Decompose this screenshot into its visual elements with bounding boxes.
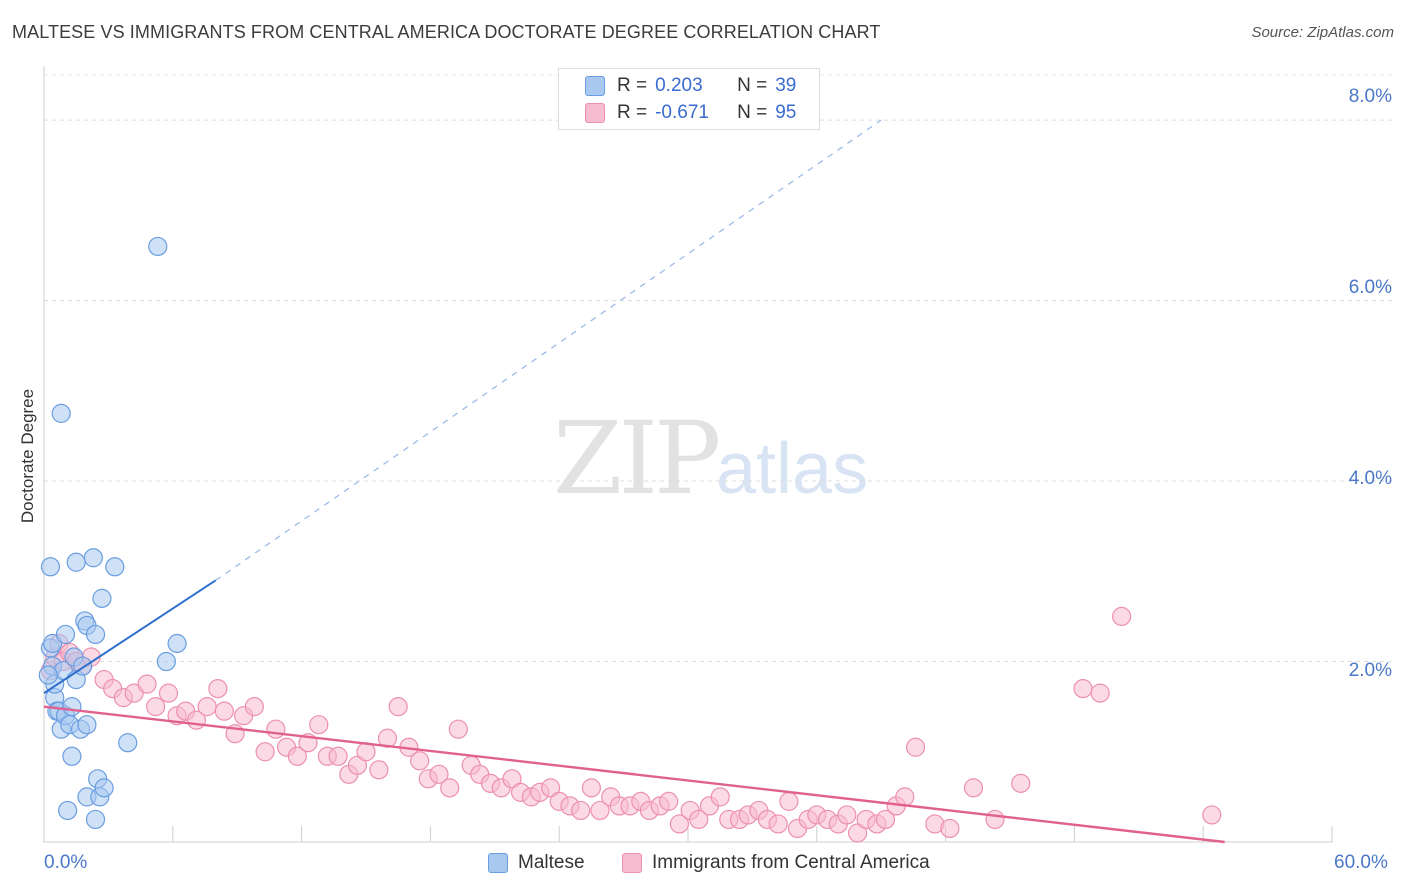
central-america-point bbox=[1090, 683, 1110, 703]
x-tick-label-max: 60.0% bbox=[1334, 852, 1388, 873]
central-america-point bbox=[571, 800, 591, 821]
central-america-point bbox=[689, 809, 709, 830]
watermark-zip: ZIP bbox=[553, 400, 721, 517]
central-america-point bbox=[541, 778, 561, 798]
central-america-point bbox=[146, 697, 166, 717]
central-america-point bbox=[287, 746, 307, 766]
x-tick-label-min: 0.0% bbox=[44, 852, 88, 873]
y-tick-label-8: 8.0% bbox=[1348, 86, 1392, 107]
maltese-trend-line bbox=[43, 579, 217, 694]
central-america-point bbox=[985, 809, 1005, 830]
y-tick-label-4: 4.0% bbox=[1348, 468, 1392, 489]
maltese-point bbox=[83, 548, 103, 568]
central-america-point bbox=[137, 674, 157, 694]
central-america-point bbox=[369, 760, 389, 780]
central-america-point bbox=[963, 778, 984, 798]
maltese-point bbox=[156, 651, 176, 672]
central-america-point bbox=[244, 697, 264, 717]
central-america-point bbox=[214, 701, 234, 721]
central-america-point bbox=[940, 818, 960, 839]
y-tick-label-6: 6.0% bbox=[1348, 277, 1392, 298]
maltese-point bbox=[62, 697, 82, 717]
y-tick-label-2: 2.0% bbox=[1348, 660, 1392, 681]
central-america-point bbox=[388, 697, 408, 717]
central-america-point bbox=[875, 809, 896, 830]
central-america-point bbox=[328, 746, 348, 766]
source-label: Source: ZipAtlas.com bbox=[1251, 24, 1394, 41]
bottom-legend-swatch-central-america bbox=[622, 853, 642, 873]
bottom-legend-central-america: Immigrants from Central America bbox=[622, 852, 930, 874]
legend-r-value-central-america: -0.671 bbox=[655, 102, 709, 123]
central-america-point bbox=[1073, 678, 1093, 699]
central-america-point bbox=[502, 769, 522, 789]
bottom-legend-maltese: Maltese bbox=[488, 852, 585, 874]
legend-n-label: N = bbox=[737, 102, 768, 123]
central-america-trend-line bbox=[43, 705, 1225, 844]
central-america-point bbox=[1202, 805, 1222, 825]
central-america-point bbox=[669, 814, 690, 834]
correlation-legend: R = 0.203 N = 39 R = -0.671 N = 95 bbox=[558, 68, 820, 130]
legend-n-label: N = bbox=[737, 75, 768, 96]
maltese-point bbox=[66, 552, 86, 572]
legend-n-value-central-america: 95 bbox=[775, 102, 797, 123]
central-america-point bbox=[1011, 773, 1031, 793]
legend-r-value-maltese: 0.203 bbox=[655, 75, 703, 96]
maltese-point bbox=[55, 624, 76, 645]
central-america-point bbox=[208, 678, 228, 699]
chart-title: MALTESE VS IMMIGRANTS FROM CENTRAL AMERI… bbox=[12, 22, 881, 42]
legend-row-central-america: R = -0.671 N = 95 bbox=[585, 101, 796, 125]
bottom-legend-swatch-maltese bbox=[488, 853, 508, 873]
maltese-point bbox=[85, 809, 106, 830]
central-america-point bbox=[847, 823, 868, 843]
central-america-point bbox=[347, 755, 368, 775]
central-america-point bbox=[255, 742, 275, 762]
maltese-trend-extension bbox=[215, 119, 882, 581]
legend-row-maltese: R = 0.203 N = 39 bbox=[585, 74, 796, 98]
central-america-point bbox=[710, 787, 730, 807]
maltese-point bbox=[105, 557, 125, 577]
central-america-point bbox=[410, 751, 430, 771]
central-america-point bbox=[440, 778, 460, 798]
maltese-point bbox=[94, 778, 114, 798]
central-america-point bbox=[659, 791, 679, 811]
legend-swatch-central-america bbox=[585, 103, 605, 123]
central-america-point bbox=[837, 805, 857, 825]
maltese-point bbox=[62, 746, 82, 766]
central-america-point bbox=[1112, 606, 1132, 627]
central-america-point bbox=[266, 719, 286, 739]
central-america-point bbox=[158, 683, 179, 703]
central-america-point bbox=[590, 800, 610, 821]
bottom-legend-label-maltese: Maltese bbox=[518, 852, 585, 873]
maltese-point bbox=[167, 633, 187, 654]
central-america-point bbox=[779, 791, 799, 811]
y-axis-label: Doctorate Degree bbox=[18, 388, 37, 524]
maltese-point bbox=[58, 800, 78, 821]
central-america-point bbox=[448, 719, 468, 739]
legend-r-label: R = bbox=[617, 75, 648, 96]
maltese-point bbox=[148, 236, 168, 257]
maltese-point bbox=[92, 588, 112, 608]
maltese-point bbox=[118, 733, 138, 753]
legend-swatch-maltese bbox=[585, 76, 605, 96]
legend-r-label: R = bbox=[617, 102, 648, 123]
central-america-point bbox=[429, 764, 449, 784]
maltese-point bbox=[51, 403, 71, 423]
maltese-point bbox=[38, 665, 58, 685]
central-america-point bbox=[895, 787, 915, 807]
maltese-point bbox=[40, 557, 61, 577]
bottom-legend-label-central-america: Immigrants from Central America bbox=[652, 852, 930, 873]
watermark-atlas: atlas bbox=[716, 429, 869, 509]
maltese-point bbox=[77, 715, 97, 735]
maltese-point bbox=[85, 624, 106, 645]
central-america-point bbox=[309, 715, 329, 735]
central-america-point bbox=[581, 778, 602, 798]
central-america-point bbox=[197, 697, 217, 717]
central-america-point bbox=[905, 737, 926, 757]
legend-n-value-maltese: 39 bbox=[775, 75, 797, 96]
central-america-point bbox=[768, 814, 788, 834]
